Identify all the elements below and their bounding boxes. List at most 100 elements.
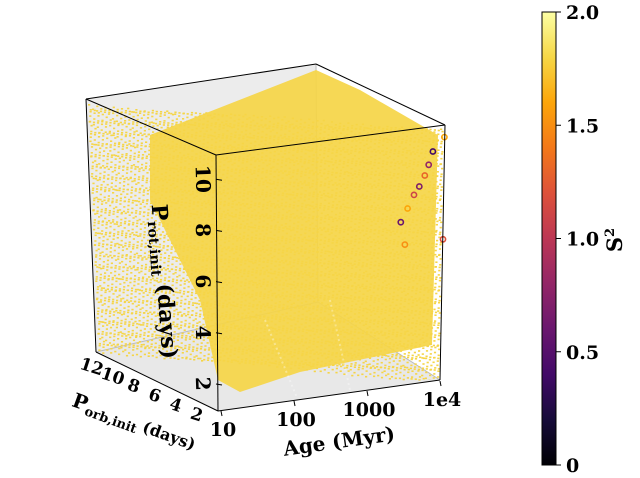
bulk-point-3011 [154, 225, 157, 228]
bulk-point-2418 [141, 201, 145, 203]
bulk-point-1913 [106, 178, 110, 180]
bulk-point-3693 [151, 253, 155, 256]
bulk-point-4643 [110, 286, 114, 289]
bulk-point-4972 [191, 304, 194, 306]
bulk-point-1780 [133, 178, 136, 180]
bulk-point-2829 [154, 220, 157, 222]
bulk-point-1091 [436, 171, 439, 173]
bulk-point-1190 [145, 155, 148, 158]
bulk-point-2232 [112, 192, 115, 194]
bulk-point-1053 [140, 148, 143, 150]
bulk-point-734 [137, 134, 140, 136]
bulk-point-4050 [98, 264, 101, 266]
bulk-point-13 [190, 111, 194, 114]
bulk-point-2915 [116, 221, 119, 223]
bulk-point-961 [132, 145, 135, 148]
bulk-point-415 [132, 123, 135, 125]
bulk-point-3187 [109, 231, 112, 234]
bulk-point-3686 [97, 248, 100, 250]
bulk-point-3415 [112, 238, 115, 240]
bulk-point-2504 [105, 202, 108, 204]
bulk-point-548 [104, 126, 108, 128]
bulk-point-4141 [98, 266, 101, 269]
bulk-point-1869 [119, 177, 122, 180]
bulk-point-3325 [120, 234, 124, 237]
bulk-point-2184 [91, 189, 95, 191]
bulk-point-4597 [107, 284, 110, 287]
bulk-point-3004 [101, 221, 104, 223]
bulk-point-4561 [179, 289, 182, 292]
bulk-point-455 [88, 121, 91, 123]
bulk-point-3100 [139, 228, 142, 230]
bulk-point-56 [170, 112, 173, 115]
bulk-point-3010 [148, 224, 151, 227]
bulk-point-4965 [137, 301, 141, 303]
bulk-point-1321 [102, 155, 105, 157]
bulk-point-3961 [114, 259, 118, 261]
bulk-point-92 [96, 110, 99, 112]
bulk-point-1322 [110, 156, 113, 158]
bulk-point-4372 [125, 277, 128, 279]
bulk-point-4094 [433, 288, 436, 291]
bulk-point-3007 [123, 222, 126, 225]
bulk-point-4190 [126, 269, 129, 272]
bulk-point-3421 [158, 243, 162, 246]
bulk-point-4098 [118, 266, 121, 268]
bulk-point-686 [116, 133, 119, 135]
bulk-point-4874 [138, 298, 141, 301]
bulk-point-4968 [161, 302, 165, 305]
bulk-point-3694 [160, 253, 163, 256]
bulk-point-4241 [168, 276, 171, 278]
bulk-point-4005 [102, 261, 105, 263]
bulk-point-500 [439, 146, 442, 148]
bulk-point-1688 [125, 172, 129, 174]
bulk-point-1183 [90, 152, 93, 154]
bulk-point-3503 [438, 266, 441, 269]
bulk-point-3375 [155, 241, 158, 243]
bulk-point-191 [159, 115, 162, 117]
bulk-point-3551 [110, 244, 113, 247]
bulk-point-230 [107, 113, 111, 115]
bulk-point-2692 [151, 212, 154, 215]
bulk-point-3601 [144, 246, 147, 249]
bulk-point-1005 [121, 145, 125, 148]
bulk-point-4961 [108, 298, 111, 301]
bulk-point-4467 [157, 281, 160, 284]
bulk-point-501 [92, 123, 95, 126]
bulk-point-4738 [142, 292, 145, 294]
bulk-point-690 [147, 133, 150, 136]
bulk-point-463 [152, 125, 155, 127]
bulk-point-4640 [434, 311, 438, 314]
bulk-point-3374 [146, 239, 150, 242]
bulk-point-2145 [142, 191, 145, 193]
bulk-point-4970 [175, 303, 178, 306]
bulk-point-1506 [126, 166, 129, 169]
bulk-point-1689 [134, 173, 137, 176]
bulk-point-138 [99, 110, 103, 113]
bulk-point-2001 [436, 207, 439, 210]
bulk-point-3416 [120, 239, 123, 242]
bulk-point-3371 [124, 236, 127, 239]
bulk-point-2735 [130, 212, 133, 214]
bulk-point-1455 [436, 185, 439, 188]
bulk-point-1910 [436, 202, 439, 204]
bulk-point-277 [120, 117, 123, 120]
bulk-point-2138 [439, 211, 442, 213]
bulk-point-4779 [108, 290, 111, 293]
bulk-point-3330 [159, 237, 162, 240]
bulk-point-3321 [439, 258, 442, 260]
bulk-point-1595 [109, 166, 113, 168]
bulk-point-3874 [145, 258, 148, 260]
bulk-point-4373 [133, 278, 136, 281]
bulk-point-4966 [145, 300, 149, 303]
bulk-point-1279 [129, 157, 132, 159]
bulk-point-4011 [148, 266, 152, 268]
bulk-point-3458 [94, 240, 97, 242]
bulk-point-2365 [436, 220, 439, 223]
bulk-point-1047 [95, 143, 98, 146]
bulk-point-639 [104, 131, 107, 133]
bulk-point-2369 [115, 199, 118, 201]
bulk-point-2730 [92, 209, 95, 212]
bulk-point-2049 [104, 186, 107, 189]
bulk-point-4231 [439, 295, 442, 298]
